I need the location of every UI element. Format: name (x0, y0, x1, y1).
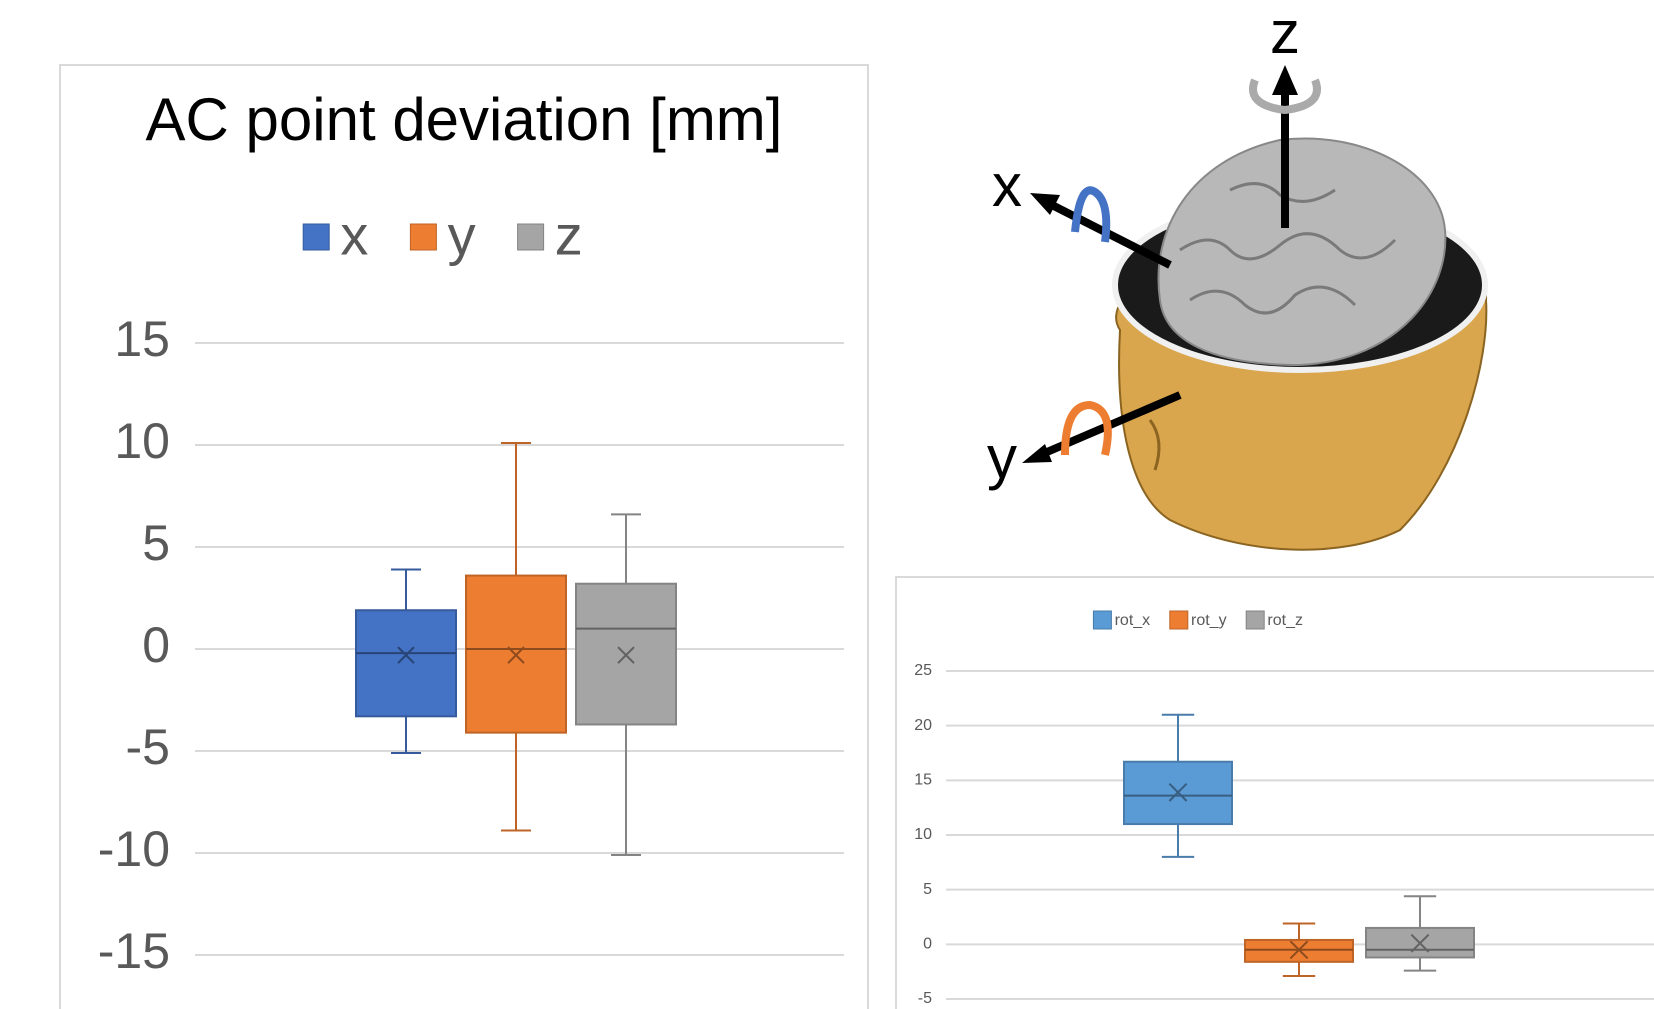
axis-label: z (1270, 0, 1300, 66)
legend-label: rot_y (1191, 612, 1227, 629)
y-tick-label: 20 (914, 717, 932, 734)
figure: z x y AC point deviation [mm] -15 -10 -5 0 5 1… (0, 0, 1654, 1009)
arrow-head (1272, 65, 1298, 95)
legend-label: rot_x (1115, 612, 1151, 629)
y-tick-label: 15 (914, 772, 932, 789)
arrow-head (1030, 193, 1060, 215)
legend-label: y (448, 204, 476, 267)
arrow-head (1022, 444, 1052, 463)
axis-label: x (992, 152, 1022, 219)
y-tick-label: -10 (98, 821, 170, 877)
y-tick-label: 0 (923, 936, 932, 953)
head-illustration: z x y (987, 0, 1486, 550)
y-tick-label: 0 (142, 617, 170, 673)
y-tick-label: -15 (98, 923, 170, 979)
y-tick-label: 10 (114, 413, 170, 469)
legend-label: rot_z (1267, 612, 1303, 629)
y-tick-label: 10 (914, 826, 932, 843)
box (356, 610, 456, 716)
legend-swatch (1246, 611, 1264, 629)
y-tick-label: 15 (114, 311, 170, 367)
y-tick-label: 5 (142, 515, 170, 571)
legend-swatch (1170, 611, 1188, 629)
axis-label: y (987, 424, 1017, 491)
legend-label: z (555, 204, 583, 267)
legend-swatch (303, 224, 329, 250)
legend-swatch (410, 224, 436, 250)
y-tick-label: 5 (923, 881, 932, 898)
y-tick-label: -5 (918, 990, 932, 1007)
legend-label: x (340, 204, 368, 267)
y-tick-label: 25 (914, 662, 932, 679)
y-tick-label: -5 (126, 719, 170, 775)
legend-swatch (1093, 611, 1111, 629)
legend-swatch (518, 224, 544, 250)
chart-title: AC point deviation [mm] (146, 86, 783, 153)
